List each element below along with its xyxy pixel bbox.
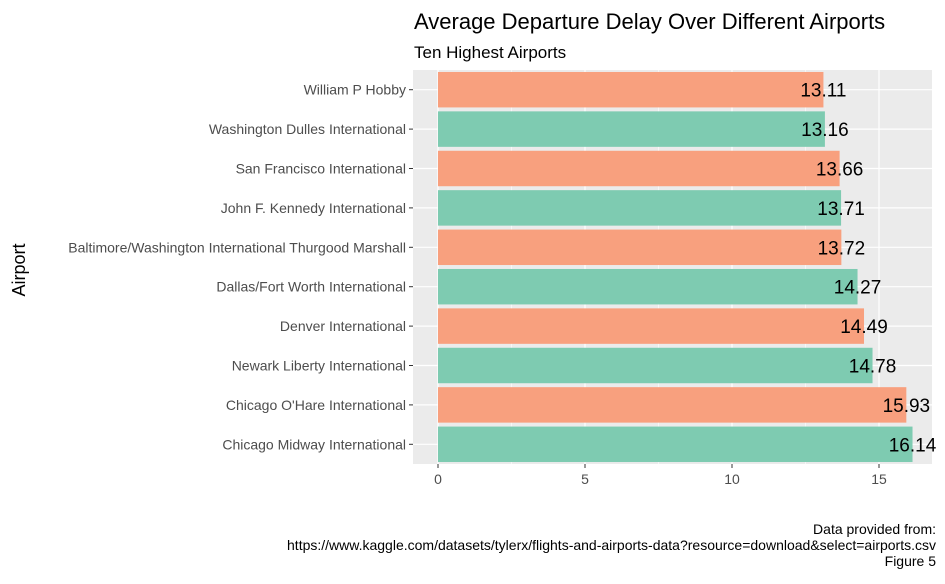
category-label: John F. Kennedy International [221, 200, 406, 216]
category-label: Chicago Midway International [222, 436, 406, 452]
bars [438, 71, 913, 463]
caption-line-source: Data provided from: [813, 521, 936, 537]
data-label: 13.71 [817, 199, 865, 220]
x-axis-ticks: 0 5 10 15 [409, 89, 887, 487]
chart-subtitle: Ten Highest Airports [414, 43, 566, 62]
category-label: Newark Liberty International [232, 358, 406, 374]
data-label: 13.11 [800, 81, 846, 102]
data-label: 13.66 [816, 160, 864, 181]
bar [438, 111, 825, 147]
category-labels: William P Hobby Washington Dulles Interna… [68, 82, 406, 453]
bar [438, 71, 824, 108]
category-label: Denver International [280, 318, 406, 334]
x-tick-label: 5 [581, 471, 589, 487]
data-label: 16.14 [889, 435, 937, 456]
category-label: Chicago O'Hare International [226, 397, 406, 413]
data-label: 15.93 [883, 396, 931, 417]
bar [438, 229, 842, 266]
bar-chart: Average Departure Delay Over Different A… [9, 9, 937, 487]
x-tick-label: 15 [871, 471, 887, 487]
bar [438, 387, 907, 423]
data-label: 14.27 [834, 278, 882, 299]
caption: Data provided from: https://www.kaggle.c… [287, 521, 936, 569]
category-label: Dallas/Fort Worth International [216, 279, 406, 295]
data-label: 13.16 [801, 120, 849, 141]
x-tick-label: 10 [724, 471, 740, 487]
data-label: 13.72 [818, 238, 866, 259]
bar [438, 150, 840, 187]
y-axis-label: Airport [9, 243, 29, 296]
bar [438, 308, 865, 344]
bar [438, 268, 858, 305]
data-labels: 13.11 13.16 13.66 13.71 13.72 14.27 14.49 14.78… [800, 81, 936, 457]
category-label: San Francisco International [236, 161, 406, 177]
category-label: Washington Dulles International [209, 121, 406, 137]
caption-line-url: https://www.kaggle.com/datasets/tylerx/f… [287, 537, 936, 553]
category-label: Baltimore/Washington International Thurg… [68, 239, 406, 255]
bar [438, 426, 913, 463]
category-label: William P Hobby [304, 82, 406, 98]
x-tick-label: 0 [434, 471, 442, 487]
bar [438, 347, 873, 384]
bar [438, 190, 842, 226]
data-label: 14.49 [840, 317, 888, 338]
data-label: 14.78 [849, 357, 897, 378]
chart-title: Average Departure Delay Over Different A… [414, 9, 885, 34]
caption-line-figure: Figure 5 [884, 553, 936, 569]
